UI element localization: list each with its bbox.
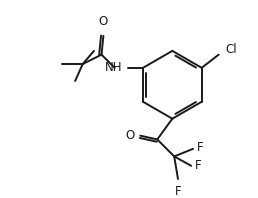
Text: O: O [99,15,108,28]
Text: O: O [125,129,135,142]
Text: F: F [175,185,181,198]
Text: F: F [195,159,201,172]
Text: F: F [197,141,204,154]
Text: NH: NH [105,61,122,74]
Text: Cl: Cl [225,43,237,56]
